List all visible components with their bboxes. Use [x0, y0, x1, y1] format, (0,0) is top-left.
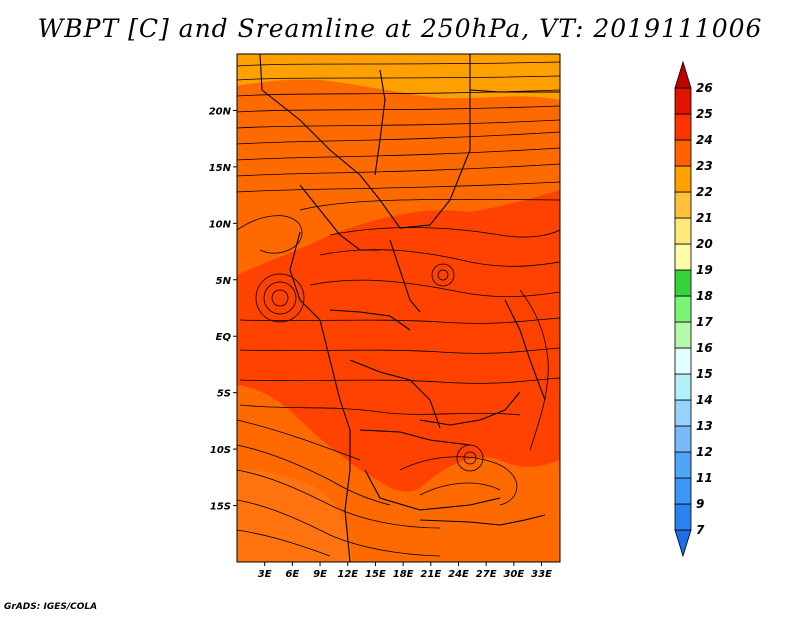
y-tick-label: EQ: [216, 332, 232, 343]
colorbar-swatch: [674, 243, 692, 271]
colorbar-swatch: [674, 373, 692, 401]
colorbar-swatch: [674, 477, 692, 505]
colorbar-label: 12: [696, 445, 713, 459]
colorbar-label: 24: [696, 133, 713, 147]
x-tick-label: 24E: [448, 569, 469, 580]
colorbar-label: 21: [696, 211, 713, 225]
colorbar-swatch: [674, 269, 692, 297]
x-tick-label: 12E: [337, 569, 358, 580]
colorbar-swatch: [674, 217, 692, 245]
x-tick-label: 3E: [258, 569, 272, 580]
colorbar-label: 23: [696, 159, 713, 173]
colorbar-label: 20: [696, 237, 713, 251]
colorbar-label: 13: [696, 419, 713, 433]
y-tick-label: 5S: [217, 389, 231, 400]
field-warm-core: [237, 190, 560, 492]
country-borders: [259, 54, 560, 562]
colorbar-swatch: [674, 139, 692, 167]
colorbar-swatch: [674, 60, 692, 89]
colorbar-label: 11: [696, 471, 713, 485]
y-tick-label: 10N: [209, 219, 232, 230]
x-tick-label: 18E: [393, 569, 414, 580]
colorbar-swatch: [674, 503, 692, 531]
colorbar-label: 14: [696, 393, 713, 407]
field-north-band: [237, 54, 560, 100]
colorbar: 7 9 11 12 13 14 15 16 17 18 19 20 21 22 23 24 25 26: [674, 60, 713, 558]
colorbar-swatch: [674, 165, 692, 193]
x-tick-label: 15E: [365, 569, 386, 580]
colorbar-label: 18: [696, 289, 713, 303]
colorbar-label: 17: [696, 315, 713, 329]
x-tick-label: 21E: [420, 569, 441, 580]
x-axis: 3E 6E 9E 12E 15E 18E 21E 24E 27E 30E 33E: [258, 562, 552, 580]
colorbar-label: 7: [696, 523, 705, 537]
map-frame: [236, 53, 561, 563]
x-tick-label: 27E: [476, 569, 497, 580]
colorbar-label: 26: [696, 81, 713, 95]
y-tick-label: 20N: [209, 106, 232, 117]
chart-title: WBPT [C] and Sreamline at 250hPa, VT: 20…: [37, 14, 763, 43]
y-tick-label: 15S: [210, 502, 231, 513]
colorbar-swatch: [674, 425, 692, 453]
x-tick-label: 33E: [531, 569, 552, 580]
colorbar-swatch: [674, 347, 692, 375]
colorbar-swatch: [674, 529, 692, 558]
colorbar-swatch: [674, 191, 692, 219]
x-tick-label: 6E: [285, 569, 299, 580]
colorbar-label: 25: [696, 107, 713, 121]
colorbar-label: 22: [696, 185, 713, 199]
colorbar-label: 9: [696, 497, 704, 511]
colorbar-label: 16: [696, 341, 713, 355]
colorbar-swatch: [674, 87, 692, 115]
grads-credit: GrADS: IGES/COLA: [4, 602, 98, 612]
colorbar-swatch: [674, 451, 692, 479]
colorbar-label: 19: [696, 263, 713, 277]
temperature-field: [237, 54, 560, 562]
colorbar-swatch: [674, 295, 692, 323]
y-axis: 20N 15N 10N 5N EQ 5S 10S 15S: [209, 106, 237, 513]
y-tick-label: 5N: [216, 276, 232, 287]
colorbar-swatch: [674, 113, 692, 141]
colorbar-label: 15: [696, 367, 713, 381]
x-tick-label: 9E: [313, 569, 327, 580]
x-tick-label: 30E: [503, 569, 524, 580]
colorbar-swatch: [674, 399, 692, 427]
field-south-patch: [237, 470, 352, 562]
y-tick-label: 15N: [209, 163, 232, 174]
y-tick-label: 10S: [210, 445, 231, 456]
colorbar-swatch: [674, 321, 692, 349]
